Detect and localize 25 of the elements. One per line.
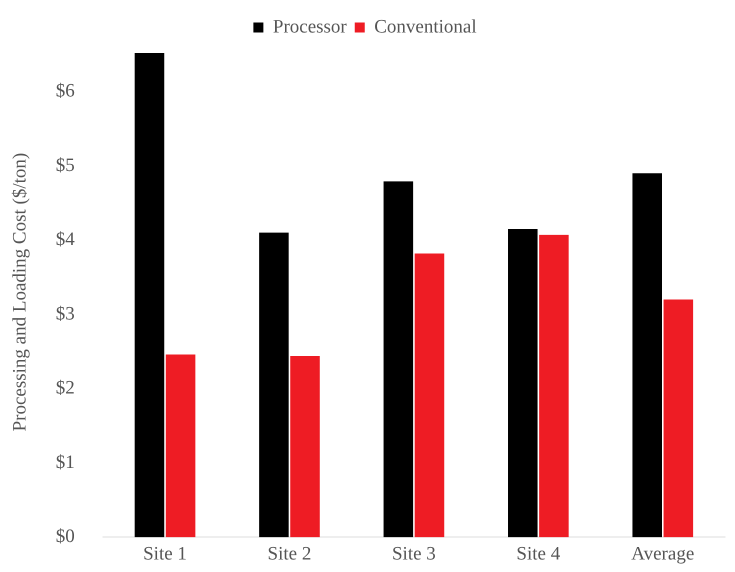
x-tick-label: Site 2 <box>268 544 312 565</box>
bar <box>632 173 662 538</box>
y-tick-label: $0 <box>56 526 75 548</box>
y-tick-label: $3 <box>56 303 75 324</box>
legend-label: Processor <box>272 16 348 38</box>
bar <box>508 228 538 538</box>
x-tick-label: Site 1 <box>143 544 187 565</box>
x-tick-label: Site 3 <box>392 544 436 565</box>
y-axis-title: Processing and Loading Cost ($/ton) <box>9 152 30 432</box>
x-tick-label: Average <box>631 544 694 565</box>
y-tick-label: $4 <box>56 229 76 250</box>
bar <box>414 253 444 538</box>
bar <box>166 354 196 538</box>
bar <box>664 300 694 538</box>
y-tick-label: $2 <box>56 378 75 399</box>
bar <box>134 52 164 538</box>
bar <box>290 356 320 538</box>
y-tick-label: $5 <box>56 154 75 176</box>
bar <box>259 232 289 538</box>
bar <box>384 181 414 538</box>
legend-label: Conventional <box>374 16 477 38</box>
x-tick-label: Site 4 <box>516 544 561 565</box>
y-tick-label: $6 <box>56 80 75 102</box>
bar <box>539 234 569 538</box>
y-tick-label: $1 <box>56 452 75 473</box>
